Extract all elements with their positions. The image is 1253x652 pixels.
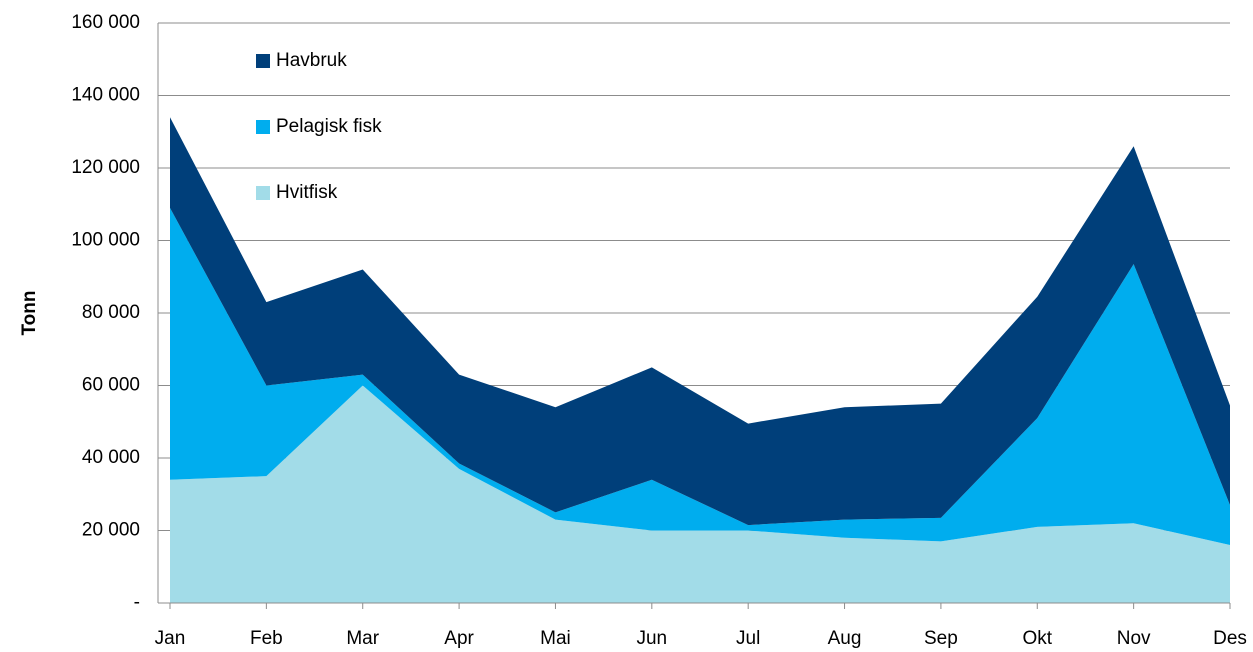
x-tick-label: Aug [828, 628, 862, 649]
x-tick-label: Des [1213, 628, 1247, 649]
y-tick-label: 160 000 [71, 12, 140, 33]
x-tick-label: Feb [250, 628, 283, 649]
x-tick-label: Jul [736, 628, 760, 649]
legend-swatch [256, 54, 270, 68]
y-axis-label: Tonn [19, 290, 40, 335]
y-tick-label: 80 000 [82, 302, 140, 323]
x-tick-label: Jun [636, 628, 667, 649]
y-tick-label: 100 000 [71, 230, 140, 251]
x-tick-label: Okt [1022, 628, 1052, 649]
x-tick-label: Apr [444, 628, 474, 649]
area [170, 117, 1230, 526]
x-tick-label: Jan [155, 628, 186, 649]
area [170, 385, 1230, 603]
x-tick-label: Mar [346, 628, 379, 649]
legend-swatch [256, 120, 270, 134]
y-tick-label: - [134, 592, 140, 613]
y-tick-label: 20 000 [82, 520, 140, 541]
x-tick-label: Nov [1117, 628, 1151, 649]
y-tick-label: 60 000 [82, 375, 140, 396]
x-tick-label: Sep [924, 628, 958, 649]
legend-swatch [256, 186, 270, 200]
legend-label: Havbruk [276, 50, 347, 71]
legend-label: Hvitfisk [276, 182, 338, 203]
x-tick-label: Mai [540, 628, 571, 649]
legend-label: Pelagisk fisk [276, 116, 382, 137]
y-tick-label: 120 000 [71, 157, 140, 178]
y-tick-label: 140 000 [71, 85, 140, 106]
y-tick-label: 40 000 [82, 447, 140, 468]
area [170, 207, 1230, 545]
